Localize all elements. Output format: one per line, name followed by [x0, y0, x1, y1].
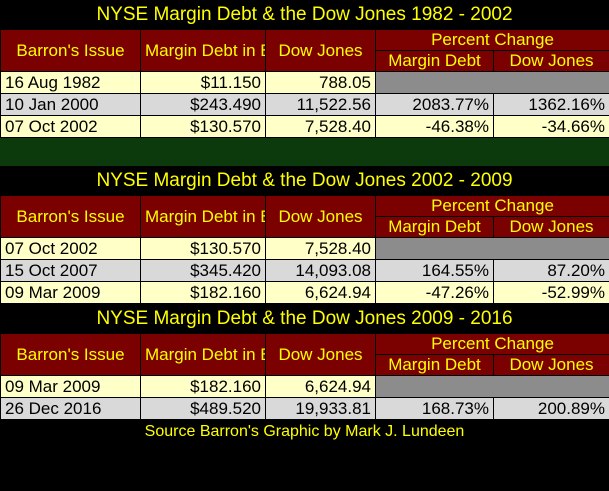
- cell-issue: 16 Aug 1982: [0, 71, 141, 94]
- cell-pct-dow-jones: 87.20%: [493, 259, 609, 282]
- section-title: NYSE Margin Debt & the Dow Jones 2002 - …: [0, 166, 609, 195]
- section-title: NYSE Margin Debt & the Dow Jones 2009 - …: [0, 304, 609, 333]
- cell-dow-jones: 19,933.81: [265, 397, 376, 420]
- cell-margin-debt: $243.490: [140, 93, 266, 116]
- header-percent-change: Percent Change: [375, 195, 609, 217]
- header-dow-jones: Dow Jones: [265, 29, 376, 72]
- table-row: 26 Dec 2016 $489.520 19,933.81 168.73% 200.8…: [0, 397, 609, 420]
- header-margin-debt: Margin Debt in Billions: [140, 333, 266, 376]
- header-pct-margin-debt: Margin Debt: [375, 50, 494, 72]
- header-pct-dow-jones: Dow Jones: [493, 354, 609, 376]
- header-margin-debt: Margin Debt in Billions: [140, 195, 266, 238]
- cell-pct-margin-debt: 168.73%: [375, 397, 494, 420]
- header-issue: Barron's Issue: [0, 333, 141, 376]
- cell-margin-debt: $182.160: [140, 375, 266, 398]
- cell-pct-dow-jones: 1362.16%: [493, 93, 609, 116]
- cell-pct-dow-jones: 200.89%: [493, 397, 609, 420]
- table-row: 15 Oct 2007 $345.420 14,093.08 164.55% 87.20…: [0, 259, 609, 282]
- cell-dow-jones: 7,528.40: [265, 237, 376, 260]
- cell-dow-jones: 6,624.94: [265, 375, 376, 398]
- section-divider: [0, 138, 609, 166]
- cell-issue: 07 Oct 2002: [0, 237, 141, 260]
- cell-pct-dow-jones: -52.99%: [493, 281, 609, 304]
- header-percent-change: Percent Change: [375, 29, 609, 51]
- cell-margin-debt: $11.150: [140, 71, 266, 94]
- cell-margin-debt: $489.520: [140, 397, 266, 420]
- cell-dow-jones: 7,528.40: [265, 115, 376, 138]
- cell-dow-jones: 11,522.56: [265, 93, 376, 116]
- cell-issue: 10 Jan 2000: [0, 93, 141, 116]
- cell-pct-margin-debt: -46.38%: [375, 115, 494, 138]
- header-pct-margin-debt: Margin Debt: [375, 354, 494, 376]
- table-row: 16 Aug 1982 $11.150 788.05: [0, 71, 609, 94]
- cell-issue: 07 Oct 2002: [0, 115, 141, 138]
- cell-margin-debt: $345.420: [140, 259, 266, 282]
- cell-issue: 09 Mar 2009: [0, 281, 141, 304]
- header-margin-debt: Margin Debt in Billions: [140, 29, 266, 72]
- header-percent-change: Percent Change: [375, 333, 609, 355]
- header-pct-dow-jones: Dow Jones: [493, 216, 609, 238]
- cell-pct-margin-debt: 2083.77%: [375, 93, 494, 116]
- section-title: NYSE Margin Debt & the Dow Jones 1982 - …: [0, 0, 609, 29]
- cell-empty: [375, 71, 609, 94]
- header-issue: Barron's Issue: [0, 195, 141, 238]
- cell-dow-jones: 6,624.94: [265, 281, 376, 304]
- table-row: 09 Mar 2009 $182.160 6,624.94 -47.26% -52.99…: [0, 281, 609, 304]
- table-row: 09 Mar 2009 $182.160 6,624.94: [0, 375, 609, 398]
- cell-issue: 09 Mar 2009: [0, 375, 141, 398]
- header-issue: Barron's Issue: [0, 29, 141, 72]
- header-pct-margin-debt: Margin Debt: [375, 216, 494, 238]
- cell-margin-debt: $130.570: [140, 237, 266, 260]
- cell-empty: [375, 375, 609, 398]
- header-dow-jones: Dow Jones: [265, 195, 376, 238]
- cell-dow-jones: 14,093.08: [265, 259, 376, 282]
- cell-pct-dow-jones: -34.66%: [493, 115, 609, 138]
- sections-container: NYSE Margin Debt & the Dow Jones 1982 - …: [0, 0, 609, 420]
- table-row: 07 Oct 2002 $130.570 7,528.40: [0, 237, 609, 260]
- cell-issue: 26 Dec 2016: [0, 397, 141, 420]
- table-row: 10 Jan 2000 $243.490 11,522.56 2083.77% 1362…: [0, 93, 609, 116]
- table-row: 07 Oct 2002 $130.570 7,528.40 -46.38% -34.66…: [0, 115, 609, 138]
- cell-dow-jones: 788.05: [265, 71, 376, 94]
- cell-margin-debt: $182.160: [140, 281, 266, 304]
- cell-pct-margin-debt: 164.55%: [375, 259, 494, 282]
- header-pct-dow-jones: Dow Jones: [493, 50, 609, 72]
- header-dow-jones: Dow Jones: [265, 333, 376, 376]
- cell-issue: 15 Oct 2007: [0, 259, 141, 282]
- cell-pct-margin-debt: -47.26%: [375, 281, 494, 304]
- cell-empty: [375, 237, 609, 260]
- source-credit: Source Barron's Graphic by Mark J. Lunde…: [0, 420, 609, 444]
- cell-margin-debt: $130.570: [140, 115, 266, 138]
